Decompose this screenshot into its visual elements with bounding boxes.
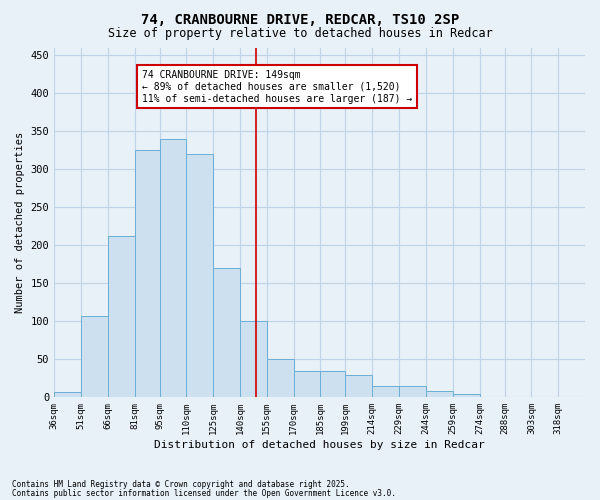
Text: Contains public sector information licensed under the Open Government Licence v3: Contains public sector information licen… <box>12 488 396 498</box>
Bar <box>479 396 505 398</box>
Bar <box>532 396 558 398</box>
Bar <box>213 268 240 398</box>
Bar <box>320 370 346 398</box>
Bar <box>54 392 81 398</box>
X-axis label: Distribution of detached houses by size in Redcar: Distribution of detached houses by size … <box>154 440 485 450</box>
Bar <box>134 150 160 398</box>
Text: Contains HM Land Registry data © Crown copyright and database right 2025.: Contains HM Land Registry data © Crown c… <box>12 480 350 489</box>
Bar <box>558 396 585 398</box>
Bar <box>81 316 108 398</box>
Bar <box>293 370 320 398</box>
Bar <box>346 374 373 398</box>
Bar <box>267 360 293 398</box>
Bar <box>108 236 134 398</box>
Bar <box>187 154 213 398</box>
Bar <box>399 386 426 398</box>
Text: Size of property relative to detached houses in Redcar: Size of property relative to detached ho… <box>107 28 493 40</box>
Bar <box>160 139 187 398</box>
Text: 74 CRANBOURNE DRIVE: 149sqm
← 89% of detached houses are smaller (1,520)
11% of : 74 CRANBOURNE DRIVE: 149sqm ← 89% of det… <box>142 70 412 104</box>
Text: 74, CRANBOURNE DRIVE, REDCAR, TS10 2SP: 74, CRANBOURNE DRIVE, REDCAR, TS10 2SP <box>141 12 459 26</box>
Bar <box>373 386 399 398</box>
Bar <box>426 391 453 398</box>
Bar <box>505 396 532 398</box>
Bar <box>453 394 479 398</box>
Y-axis label: Number of detached properties: Number of detached properties <box>15 132 25 313</box>
Bar <box>240 322 267 398</box>
